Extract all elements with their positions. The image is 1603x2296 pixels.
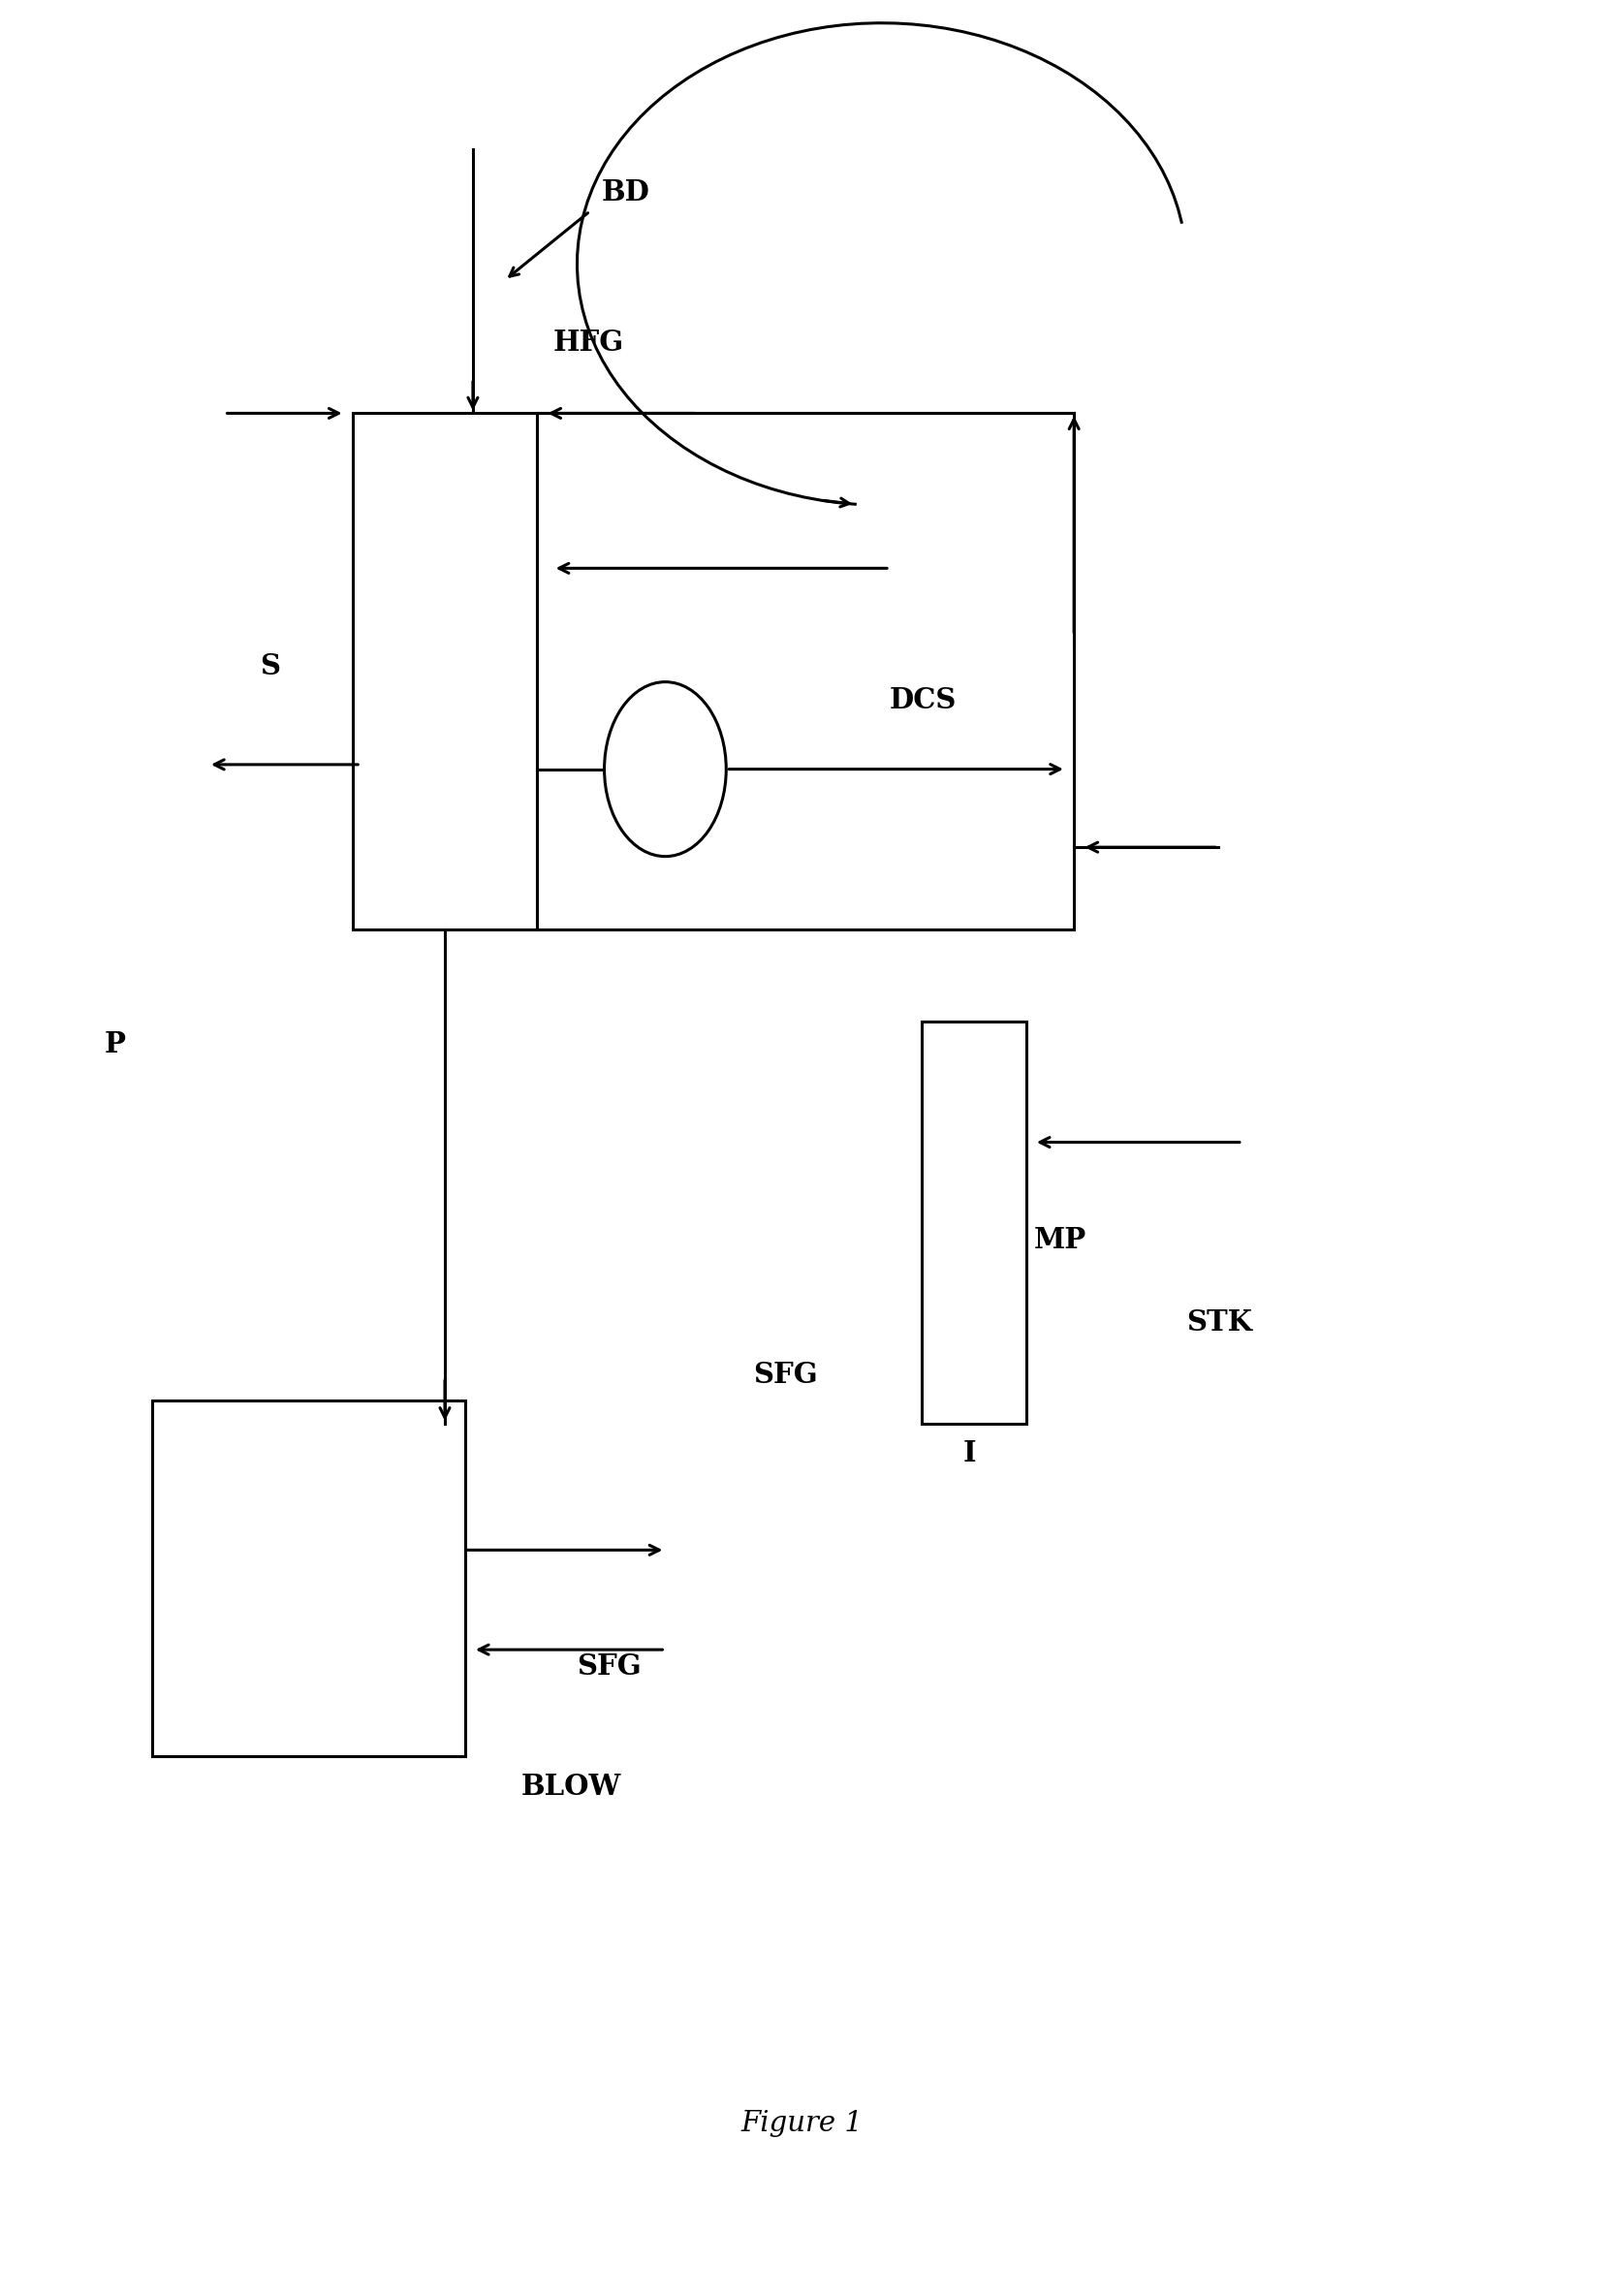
Bar [922,1022,1026,1424]
Text: HFG: HFG [553,328,624,356]
Bar [152,1401,465,1756]
Bar [353,413,537,930]
Text: STK: STK [1186,1309,1252,1336]
Bar [537,413,1074,930]
Text: BD: BD [601,179,649,207]
Text: DCS: DCS [890,687,957,714]
Text: I: I [963,1440,976,1467]
Text: SFG: SFG [577,1653,641,1681]
Text: P: P [104,1031,125,1058]
Text: Figure 1: Figure 1 [741,2110,862,2138]
Circle shape [604,682,726,856]
Text: MP: MP [1034,1226,1087,1254]
Text: S: S [260,652,281,680]
Text: BLOW: BLOW [521,1773,620,1800]
Text: SFG: SFG [753,1362,818,1389]
